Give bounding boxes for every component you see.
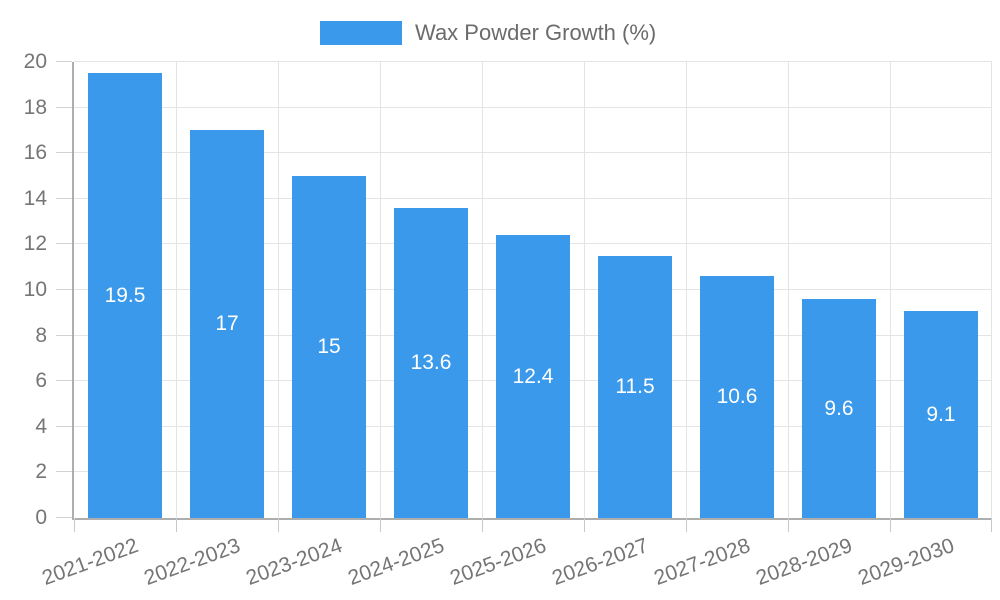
x-tick <box>991 518 992 532</box>
bar[interactable]: 9.1 <box>904 311 978 518</box>
y-tick-label: 6 <box>35 369 47 393</box>
x-tick <box>890 518 891 532</box>
legend-swatch[interactable] <box>320 21 402 45</box>
bar[interactable]: 17 <box>190 130 264 518</box>
y-tick-label: 8 <box>35 323 47 347</box>
legend[interactable]: Wax Powder Growth (%) <box>320 20 656 46</box>
x-gridline <box>278 62 279 518</box>
x-gridline <box>890 62 891 518</box>
bar[interactable]: 13.6 <box>394 208 468 518</box>
bar[interactable]: 15 <box>292 176 366 518</box>
bar-value-label: 9.1 <box>926 402 956 426</box>
x-tick <box>788 518 789 532</box>
y-gridline <box>74 152 992 154</box>
bar-value-label: 13.6 <box>410 351 452 374</box>
plot-area: 19.5 17 15 13.6 12.4 11.5 10.6 9.6 9.1 2021-2022 2… <box>39 61 992 590</box>
y-tick-label: 20 <box>23 50 47 73</box>
bar-value-label: 10.6 <box>716 385 758 408</box>
x-gridline <box>991 62 992 518</box>
x-tick <box>686 518 687 532</box>
x-tick <box>74 518 75 532</box>
x-category-label: 2021-2022 <box>38 534 141 590</box>
x-gridline <box>380 62 381 518</box>
y-gridline <box>74 197 992 199</box>
bar-value-label: 12.4 <box>512 364 554 388</box>
y-tick <box>56 517 72 518</box>
y-tick <box>56 152 72 154</box>
bar[interactable]: 19.5 <box>88 73 162 518</box>
bar[interactable]: 11.5 <box>598 256 672 518</box>
x-gridline <box>482 62 483 518</box>
bar[interactable]: 12.4 <box>496 235 570 518</box>
x-category-label: 2029-2030 <box>854 534 957 590</box>
x-tick <box>278 518 279 532</box>
bar-value-label: 11.5 <box>615 375 655 398</box>
legend-label[interactable]: Wax Powder Growth (%) <box>415 20 657 45</box>
y-tick-label: 18 <box>23 95 47 119</box>
x-category-label: 2022-2023 <box>140 534 243 590</box>
x-tick <box>176 518 177 532</box>
y-tick <box>56 106 72 108</box>
y-tick <box>56 243 72 245</box>
bar-value-label: 17 <box>215 312 239 335</box>
x-category-label: 2028-2029 <box>752 534 855 590</box>
y-tick <box>56 471 72 473</box>
bar[interactable]: 10.6 <box>700 276 774 518</box>
x-category-label: 2027-2028 <box>650 534 753 590</box>
x-tick <box>482 518 483 532</box>
x-gridline <box>788 62 789 518</box>
y-tick-label: 14 <box>23 186 47 210</box>
x-gridline <box>584 62 585 518</box>
y-tick <box>56 334 72 336</box>
x-category-label: 2023-2024 <box>242 534 345 590</box>
y-tick-label: 0 <box>35 506 47 529</box>
y-tick <box>56 425 72 427</box>
y-tick <box>56 61 72 62</box>
bar-value-label: 9.6 <box>824 396 854 420</box>
y-tick <box>56 289 72 290</box>
x-gridline <box>686 62 687 518</box>
x-category-label: 2024-2025 <box>344 534 447 590</box>
y-tick <box>56 197 72 199</box>
y-tick-label: 2 <box>35 460 47 484</box>
y-tick-label: 10 <box>23 278 47 301</box>
y-tick-label: 16 <box>23 141 47 165</box>
x-category-label: 2026-2027 <box>548 534 651 590</box>
y-gridline <box>74 106 992 108</box>
x-tick <box>584 518 585 532</box>
x-gridline <box>176 62 177 518</box>
y-tick-label: 12 <box>23 232 47 256</box>
y-tick <box>56 380 72 382</box>
x-tick <box>380 518 381 532</box>
bar-value-label: 15 <box>317 335 341 358</box>
bar[interactable]: 9.6 <box>802 299 876 518</box>
y-gridline <box>74 61 992 62</box>
y-tick-label: 4 <box>35 414 47 438</box>
bar-value-label: 19.5 <box>104 283 146 307</box>
x-category-label: 2025-2026 <box>446 534 549 590</box>
